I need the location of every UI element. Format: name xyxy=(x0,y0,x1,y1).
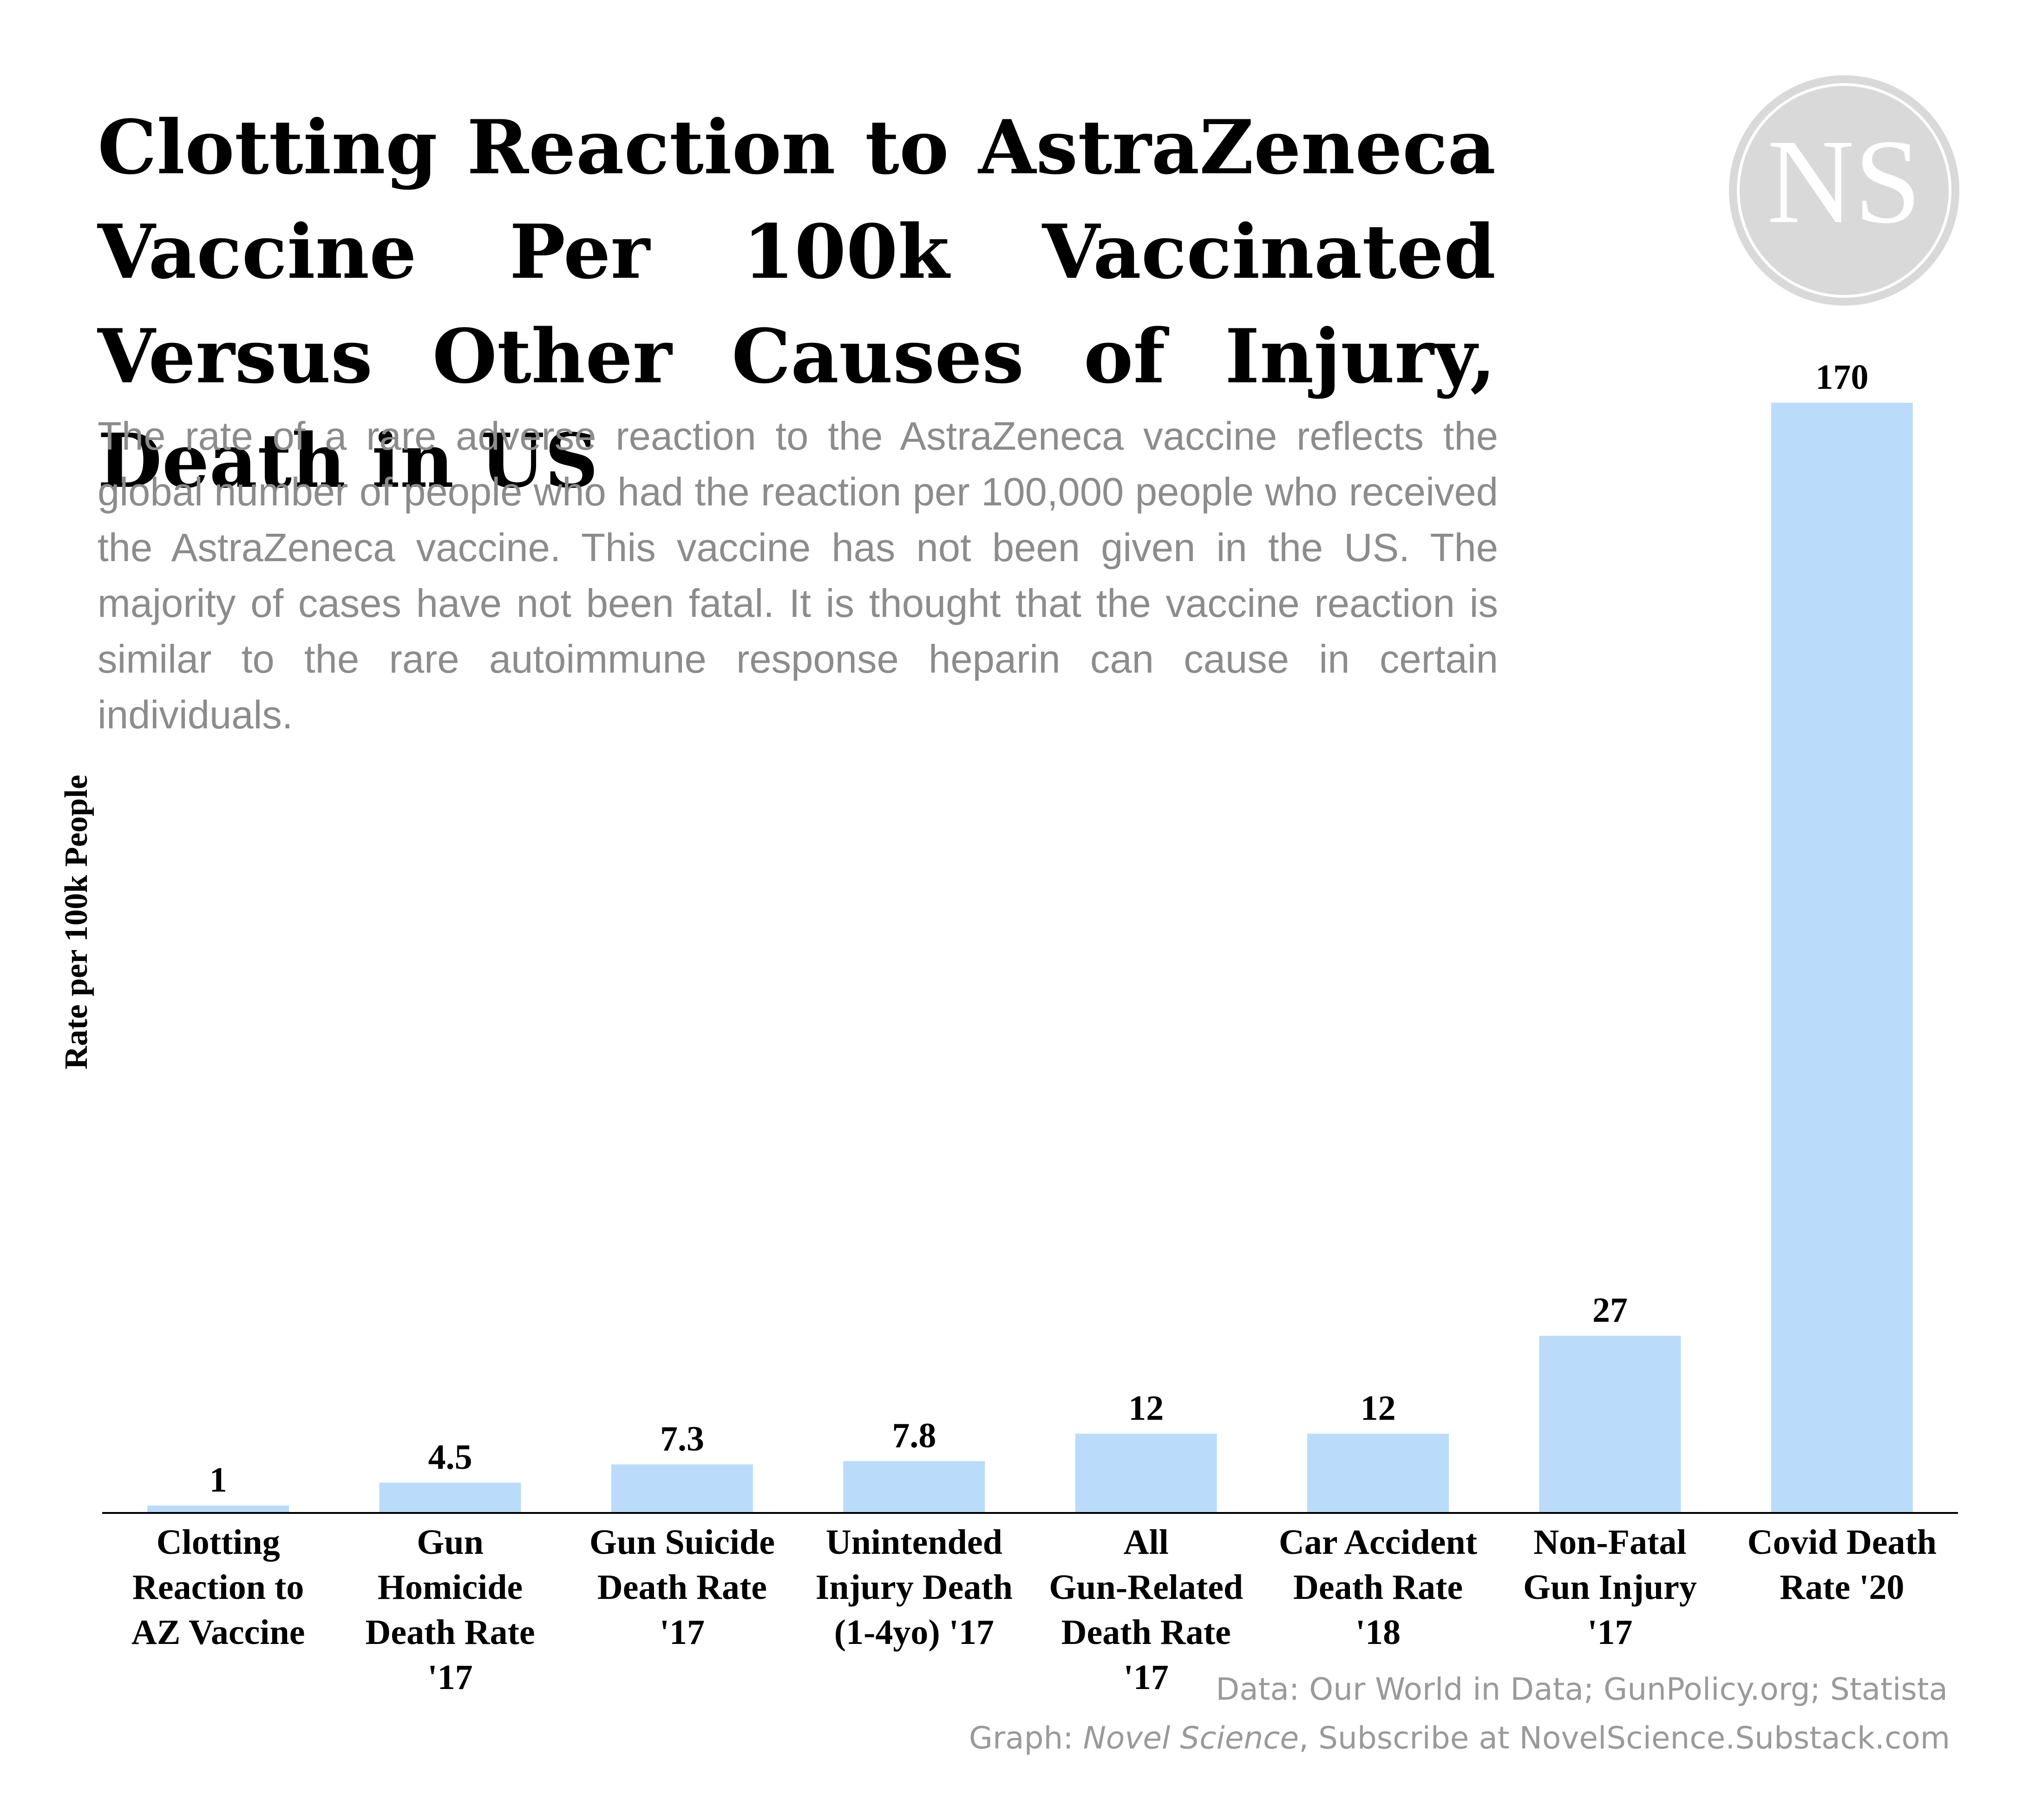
value-label-8: 170 xyxy=(1815,358,1868,397)
bar-1 xyxy=(147,1505,289,1512)
category-label-line: Gun Injury xyxy=(1523,1568,1697,1607)
category-label-line: Gun xyxy=(417,1523,484,1562)
category-label-line: '17 xyxy=(660,1613,705,1652)
bar-6 xyxy=(1307,1434,1449,1512)
category-label-line: Death Rate xyxy=(1293,1568,1463,1607)
category-label-5: All Gun-Related Death Rate '17 xyxy=(1049,1523,1243,1697)
category-label-8: Covid Death Rate '20 xyxy=(1748,1523,1937,1607)
chart-title: Clotting Reaction to AstraZeneca Vaccine… xyxy=(98,104,1496,504)
category-label-2: Gun Homicide Death Rate '17 xyxy=(366,1523,535,1697)
category-label-line: Homicide xyxy=(378,1568,523,1607)
value-label-4: 7.8 xyxy=(892,1416,936,1455)
bar-7 xyxy=(1539,1336,1681,1512)
category-label-line: Injury Death xyxy=(816,1568,1013,1607)
value-label-2: 4.5 xyxy=(428,1438,472,1477)
category-label-line: Unintended xyxy=(826,1523,1002,1562)
chart-subtitle: The rate of a rare adverse reaction to t… xyxy=(98,414,1498,737)
category-label-line: Rate '20 xyxy=(1780,1568,1904,1607)
category-label-4: Unintended Injury Death (1-4yo) '17 xyxy=(816,1523,1013,1652)
category-label-7: Non-Fatal Gun Injury '17 xyxy=(1523,1523,1697,1652)
value-label-5: 12 xyxy=(1128,1388,1164,1427)
category-label-line: Reaction to xyxy=(132,1568,304,1607)
value-label-6: 12 xyxy=(1361,1388,1396,1427)
bar-3 xyxy=(611,1464,753,1512)
category-label-line: '18 xyxy=(1355,1613,1401,1652)
graph-credit-name: Novel Science xyxy=(1083,1720,1299,1756)
category-label-line: '17 xyxy=(428,1658,473,1697)
category-label-line: '17 xyxy=(1124,1658,1169,1697)
graph-credit-suffix: , Subscribe at NovelScience.Substack.com xyxy=(1299,1720,1950,1756)
category-label-line: (1-4yo) '17 xyxy=(834,1613,994,1652)
category-label-line: Car Accident xyxy=(1279,1523,1477,1562)
bar-8 xyxy=(1771,403,1913,1512)
category-label-line: Non-Fatal xyxy=(1533,1523,1686,1562)
category-label-line: AZ Vaccine xyxy=(131,1613,305,1652)
category-label-line: Death Rate xyxy=(366,1613,535,1652)
svg-text:NS: NS xyxy=(1767,115,1921,249)
graph-credit-line: Graph: Novel Science, Subscribe at Novel… xyxy=(742,1720,1950,1756)
value-label-3: 7.3 xyxy=(660,1419,704,1458)
data-source-line: Data: Our World in Data; GunPolicy.org; … xyxy=(1216,1671,1948,1707)
value-label-1: 1 xyxy=(209,1460,227,1499)
bar-2 xyxy=(379,1482,521,1512)
graph-credit-prefix: Graph: xyxy=(969,1720,1083,1756)
category-label-line: Gun-Related xyxy=(1049,1568,1243,1607)
category-label-line: All xyxy=(1124,1523,1169,1562)
bar-4 xyxy=(843,1461,985,1512)
bar-5 xyxy=(1075,1434,1217,1512)
category-label-line: Gun Suicide xyxy=(589,1523,775,1562)
category-label-line: Death Rate xyxy=(1061,1613,1231,1652)
category-label-6: Car Accident Death Rate '18 xyxy=(1279,1523,1477,1652)
novel-science-logo: NS xyxy=(1729,75,1959,306)
category-label-3: Gun Suicide Death Rate '17 xyxy=(589,1523,775,1652)
category-label-line: Clotting xyxy=(157,1523,280,1562)
category-label-line: Death Rate xyxy=(597,1568,767,1607)
category-label-line: Covid Death xyxy=(1748,1523,1937,1562)
value-label-7: 27 xyxy=(1592,1291,1628,1330)
category-label-line: '17 xyxy=(1587,1613,1632,1652)
category-label-1: Clotting Reaction to AZ Vaccine xyxy=(131,1523,305,1652)
